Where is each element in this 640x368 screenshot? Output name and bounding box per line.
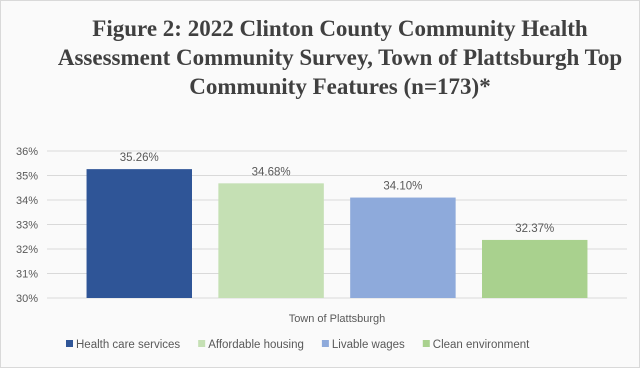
data-labels: 35.26% 34.68% 34.10% 32.37% [120, 152, 554, 235]
x-category-label: Town of Plattsburgh [289, 313, 386, 325]
y-tick-label: 31% [16, 269, 38, 281]
data-label: 32.37% [515, 223, 554, 235]
y-tick-label: 34% [16, 195, 38, 207]
legend-swatch [422, 340, 430, 347]
bar-health-care-services [86, 169, 192, 298]
legend-swatch [66, 340, 73, 347]
y-tick-label: 33% [16, 220, 38, 232]
legend-label: Affordable housing [208, 339, 304, 351]
chart-title: Figure 2: 2022 Clinton County Community … [57, 16, 623, 99]
legend-label: Health care services [76, 339, 180, 351]
legend: Health care services Affordable housing Li… [66, 339, 530, 351]
y-tick-label: 32% [16, 244, 38, 256]
legend-swatch [198, 340, 206, 347]
data-label: 34.10% [383, 181, 422, 193]
bar-affordable-housing [218, 183, 324, 298]
bar-livable-wages [350, 197, 456, 298]
legend-swatch [321, 340, 329, 347]
y-tick-label: 35% [16, 171, 38, 183]
y-axis: 30% 31% 32% 33% 34% 35% 36% [16, 146, 38, 305]
bars [86, 169, 588, 298]
legend-label: Livable wages [332, 339, 405, 351]
y-tick-label: 30% [16, 293, 38, 305]
bar-clean-environment [482, 239, 588, 298]
data-label: 34.68% [252, 166, 291, 178]
legend-label: Clean environment [433, 339, 530, 351]
y-tick-label: 36% [16, 146, 38, 158]
data-label: 35.26% [120, 152, 159, 164]
